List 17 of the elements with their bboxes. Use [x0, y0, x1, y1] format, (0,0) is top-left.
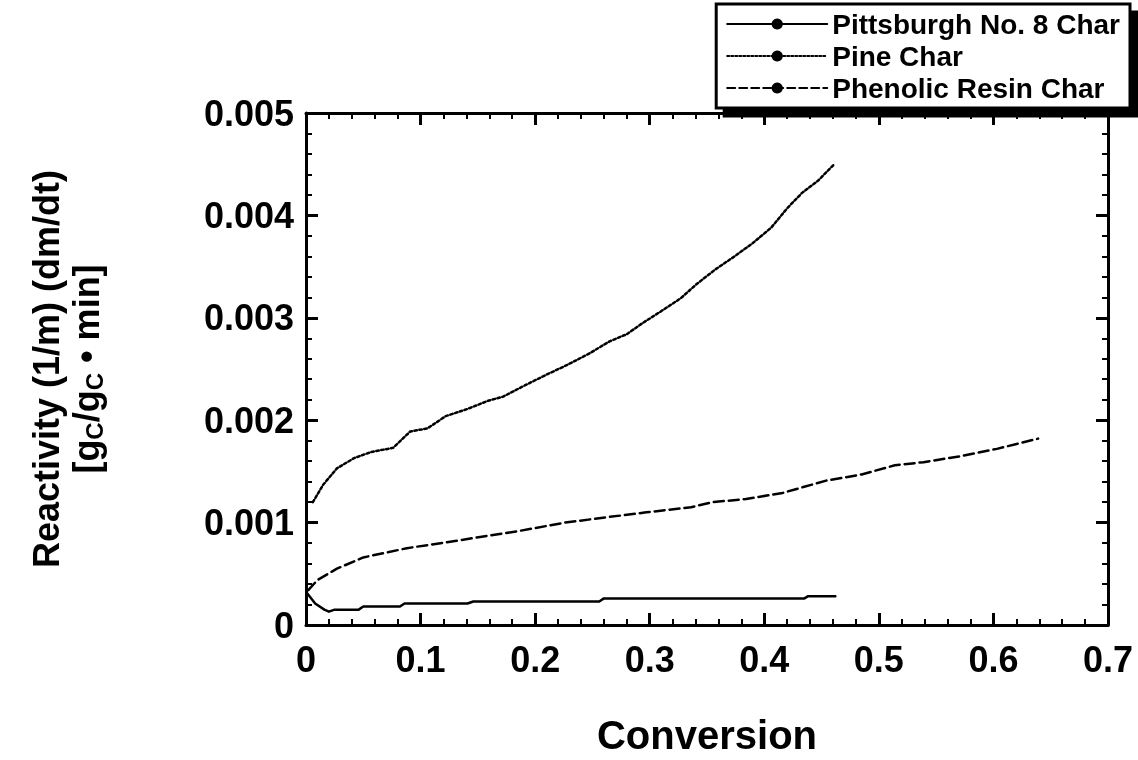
x-tick-label: 0.6	[968, 638, 1019, 680]
x-tick-label: 0.3	[624, 638, 675, 680]
x-axis-title: Conversion	[596, 713, 818, 757]
x-tick-label: 0.7	[1082, 638, 1134, 680]
legend-label: Pittsburgh No. 8 Char	[832, 8, 1121, 40]
y-tick-label: 0.002	[203, 399, 294, 441]
y-tick-label: 0.005	[203, 92, 294, 134]
x-tick-label: 0.1	[395, 638, 446, 680]
x-tick-label: 0.5	[853, 638, 904, 680]
y-tick-label: 0.003	[203, 297, 294, 339]
x-tick-label: 0.2	[510, 638, 561, 680]
y-tick-label: 0.001	[203, 502, 294, 544]
y-tick-label: 0	[273, 604, 294, 646]
y-tick-label: 0.004	[203, 194, 294, 236]
legend-label: Pine Char	[832, 40, 964, 72]
x-tick-label: 0.4	[739, 638, 790, 680]
legend-label: Phenolic Resin Char	[832, 72, 1105, 104]
